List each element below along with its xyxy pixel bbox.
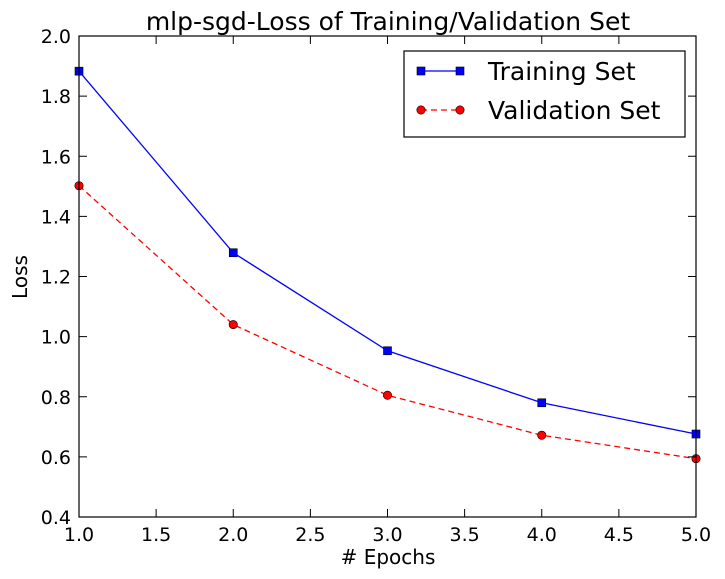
y-tick-label: 1.8 bbox=[41, 86, 71, 108]
y-tick-label: 1.0 bbox=[41, 327, 71, 349]
data-point bbox=[382, 390, 392, 400]
data-point bbox=[383, 346, 392, 356]
y-tick-label: 0.8 bbox=[41, 387, 71, 409]
x-tick-label: 1.0 bbox=[64, 524, 94, 546]
x-tick-label: 2.0 bbox=[218, 524, 248, 546]
data-point bbox=[228, 320, 238, 330]
data-point bbox=[537, 430, 547, 440]
y-axis-label: Loss bbox=[8, 255, 32, 299]
y-tick-label: 0.6 bbox=[41, 447, 71, 469]
y-tick-label: 1.4 bbox=[41, 206, 71, 228]
axis-ticks: 1.0 1.5 2.0 2.5 3.0 3.5 4.0 4.5 5.0 0.4 0.6 0.8 1.0 1… bbox=[41, 26, 711, 546]
x-tick-label: 3.0 bbox=[372, 524, 402, 546]
y-tick-label: 0.4 bbox=[41, 507, 71, 529]
chart-title: mlp-sgd-Loss of Training/Validation Set bbox=[146, 7, 631, 36]
x-axis-label: # Epochs bbox=[341, 545, 436, 569]
y-tick-label: 1.6 bbox=[41, 146, 71, 168]
legend-box bbox=[403, 50, 686, 138]
legend-label: Validation Set bbox=[488, 96, 661, 125]
legend-marker bbox=[416, 105, 426, 115]
x-tick-label: 2.5 bbox=[295, 524, 325, 546]
x-tick-label: 4.0 bbox=[527, 524, 557, 546]
series-line-2 bbox=[78, 185, 697, 460]
data-point bbox=[228, 248, 238, 258]
x-tick-label: 1.5 bbox=[141, 524, 171, 546]
legend-label: Training Set bbox=[487, 57, 636, 86]
legend-marker bbox=[455, 105, 465, 115]
x-tick-label: 5.0 bbox=[681, 524, 711, 546]
y-tick-label: 1.2 bbox=[41, 267, 71, 289]
y-tick-label: 2.0 bbox=[41, 26, 71, 48]
x-tick-label: 4.5 bbox=[604, 524, 634, 546]
legend-marker bbox=[416, 66, 426, 76]
data-point bbox=[537, 398, 547, 408]
x-tick-label: 3.5 bbox=[450, 524, 480, 546]
legend: Training Set Validation Set bbox=[403, 50, 686, 138]
legend-marker bbox=[455, 66, 465, 76]
